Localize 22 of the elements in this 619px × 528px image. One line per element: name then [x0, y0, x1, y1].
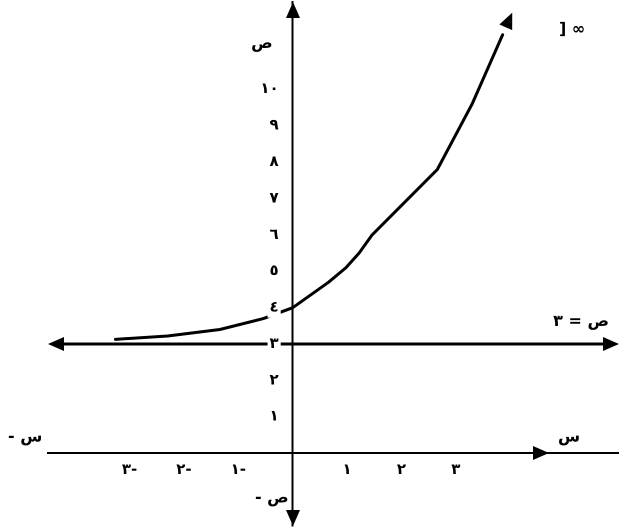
y-tick-label: ٧ [270, 188, 279, 206]
y-tick-label: ٥ [270, 261, 279, 280]
annotation: ] ∞ [559, 19, 586, 38]
y-axis-title: ص [251, 33, 273, 52]
ref-line-label: ص = ٣ [553, 311, 609, 330]
y-tick-label: ١ [270, 406, 279, 425]
annotation: - ص [254, 487, 289, 506]
x-tick-label: ١ [342, 460, 352, 478]
y-tick-label: ٢ [270, 370, 279, 388]
x-tick-label: ٢ [396, 460, 406, 478]
y-tick-label: ٣ [270, 334, 279, 352]
y-tick-label: ٤ [270, 298, 279, 316]
text: - س [8, 426, 42, 446]
x-tick-label: ٢- [176, 460, 192, 478]
y-tick-label: ٨ [270, 152, 279, 170]
x-axis-title: س [558, 426, 580, 446]
y-tick-label: ٩ [270, 116, 279, 134]
y-tick-label: ٦ [270, 224, 279, 243]
y-tick-label: ١٠ [260, 79, 279, 98]
x-tick-label: ٣- [122, 460, 138, 478]
x-tick-label: ٣ [451, 460, 460, 478]
x-tick-label: ١- [230, 460, 246, 478]
